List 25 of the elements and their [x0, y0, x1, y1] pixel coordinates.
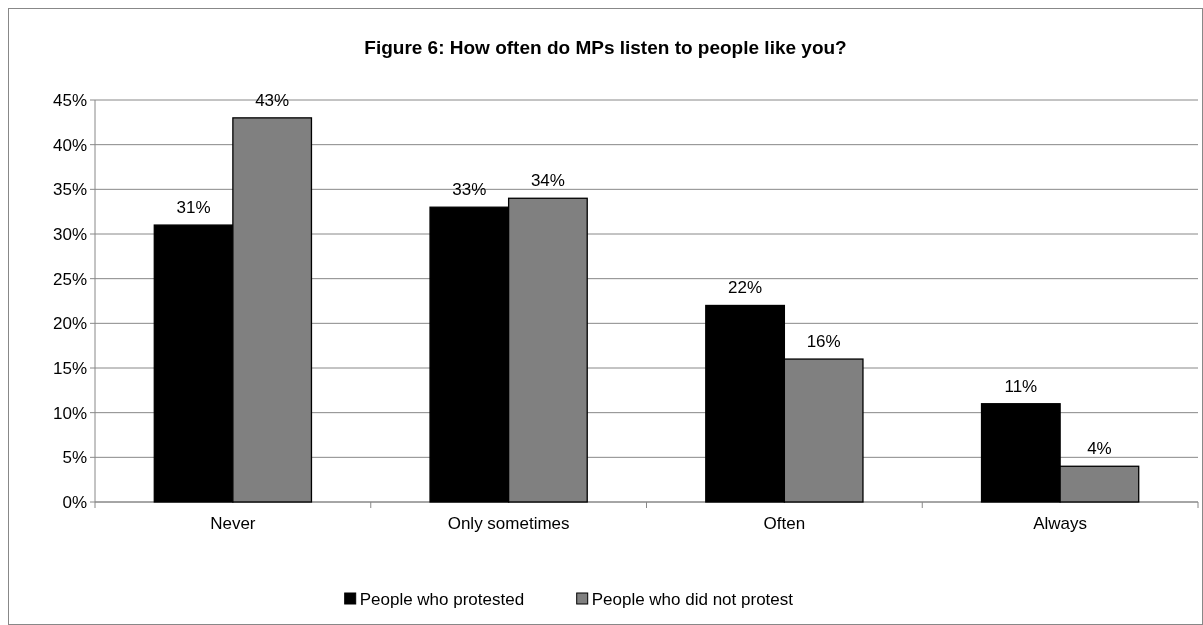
y-tick-label: 10%: [52, 403, 87, 423]
data-label: 11%: [1004, 376, 1038, 396]
chart-title: Figure 6: How often do MPs listen to people like you?: [364, 37, 847, 58]
data-label: 43%: [255, 90, 290, 110]
x-tick-label: Only sometimes: [447, 514, 570, 533]
y-tick-label: 25%: [52, 269, 87, 289]
data-label: 31%: [176, 198, 211, 218]
data-label: 16%: [806, 332, 841, 352]
y-tick-label: 35%: [52, 180, 87, 200]
x-tick-label: Never: [210, 514, 256, 533]
y-tick-label: 15%: [52, 358, 87, 378]
y-tick-label: 0%: [62, 492, 87, 512]
y-tick-label: 40%: [52, 135, 87, 155]
x-tick-label: Always: [1033, 514, 1088, 533]
y-tick-label: 30%: [52, 224, 87, 244]
y-tick-label: 5%: [62, 448, 87, 468]
data-label: 4%: [1087, 439, 1112, 459]
legend-label: People who protested: [359, 589, 525, 609]
y-tick-label: 45%: [52, 90, 87, 110]
legend-label: People who did not protest: [591, 589, 794, 609]
y-tick-label: 20%: [52, 314, 87, 334]
data-label: 22%: [728, 278, 763, 298]
x-tick-label: Often: [763, 514, 806, 533]
data-label: 34%: [530, 171, 565, 191]
data-label: 33%: [452, 180, 487, 200]
